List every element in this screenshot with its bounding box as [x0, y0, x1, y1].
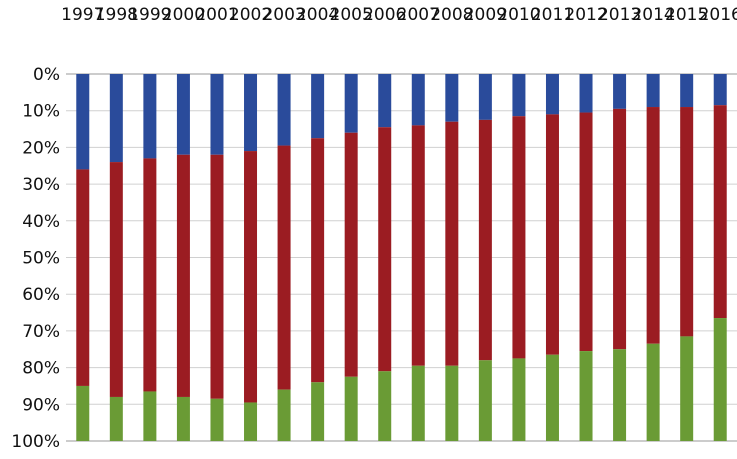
bar-segment-2012-series-1 [579, 74, 593, 113]
bar-segment-1998-series-2 [109, 162, 123, 397]
x-tick-label: 2007 [397, 5, 440, 25]
bar-segment-2001-series-2 [210, 154, 224, 399]
x-tick-label: 1999 [128, 5, 171, 25]
bar-segment-2004-series-3 [311, 382, 325, 441]
y-tick-label: 40% [22, 212, 60, 232]
bar-segment-2001-series-3 [210, 398, 224, 441]
bar-segment-2009-series-2 [478, 119, 492, 361]
bar-segment-1998-series-3 [109, 396, 123, 441]
bar-segment-2003-series-3 [277, 389, 291, 441]
x-tick-label: 2001 [195, 5, 238, 25]
x-tick-label: 2009 [464, 5, 507, 25]
x-tick-label: 2002 [229, 5, 272, 25]
bar-segment-2011-series-3 [545, 354, 559, 441]
x-tick-label: 2000 [162, 5, 205, 25]
y-tick-label: 50% [22, 249, 60, 269]
gridlines [66, 73, 737, 442]
bar-segment-2006-series-3 [378, 371, 392, 441]
y-tick-label: 80% [22, 359, 60, 379]
bars [76, 74, 727, 441]
bar-segment-2013-series-3 [613, 349, 627, 441]
bar-segment-2015-series-1 [680, 74, 694, 108]
bar-segment-2002-series-3 [244, 402, 258, 441]
bar-segment-2011-series-1 [545, 74, 559, 115]
x-tick-label: 2010 [497, 5, 540, 25]
bar-segment-2009-series-3 [478, 360, 492, 441]
y-tick-label: 60% [22, 285, 60, 305]
bar-segment-1999-series-3 [143, 391, 157, 441]
bar-segment-1998-series-1 [109, 74, 123, 163]
bar-segment-1997-series-2 [76, 169, 90, 386]
bar-segment-2005-series-1 [344, 74, 358, 133]
bar-segment-2016-series-1 [713, 74, 727, 106]
bar-segment-2006-series-1 [378, 74, 392, 128]
x-tick-label: 2012 [564, 5, 607, 25]
bar-segment-2011-series-2 [545, 114, 559, 355]
x-tick-label: 2008 [430, 5, 473, 25]
x-axis-tick-labels: 1997199819992000200120022003200420052006… [61, 5, 737, 25]
bar-segment-2000-series-2 [176, 154, 190, 397]
bar-segment-2008-series-1 [445, 74, 459, 122]
bar-segment-2008-series-2 [445, 121, 459, 366]
y-tick-label: 10% [22, 102, 60, 122]
bar-segment-1999-series-1 [143, 74, 157, 159]
y-tick-label: 30% [22, 175, 60, 195]
x-tick-label: 2011 [531, 5, 574, 25]
bar-segment-2013-series-2 [613, 108, 627, 350]
x-tick-label: 2015 [665, 5, 708, 25]
bar-segment-2012-series-2 [579, 112, 593, 352]
bar-segment-2010-series-2 [512, 116, 526, 359]
x-tick-label: 1997 [61, 5, 104, 25]
bar-segment-2014-series-1 [646, 74, 660, 108]
bar-segment-2015-series-3 [680, 336, 694, 441]
x-tick-label: 2005 [330, 5, 373, 25]
x-tick-label: 2006 [363, 5, 406, 25]
bar-segment-2016-series-3 [713, 318, 727, 441]
y-tick-label: 90% [22, 395, 60, 415]
bar-segment-2013-series-1 [613, 74, 627, 109]
bar-segment-2009-series-1 [478, 74, 492, 120]
x-tick-label: 2016 [699, 5, 737, 25]
bar-segment-2006-series-2 [378, 127, 392, 372]
y-tick-label: 70% [22, 322, 60, 342]
y-tick-label: 100% [11, 432, 60, 452]
y-axis-tick-labels: 0% 10% 20% 30% 40% 50% 60% 70% 80% 90% 100% [11, 65, 60, 452]
x-tick-label: 2004 [296, 5, 339, 25]
bar-segment-2007-series-1 [411, 74, 425, 126]
bar-segment-2007-series-2 [411, 125, 425, 366]
bar-segment-2005-series-2 [344, 132, 358, 377]
bar-segment-2002-series-2 [244, 151, 258, 403]
x-tick-label: 2003 [262, 5, 305, 25]
bar-segment-2012-series-3 [579, 351, 593, 441]
y-tick-label: 0% [33, 65, 60, 85]
bar-segment-1999-series-2 [143, 158, 157, 392]
bar-segment-2004-series-2 [311, 138, 325, 383]
bar-segment-2008-series-3 [445, 365, 459, 441]
bar-segment-2010-series-3 [512, 358, 526, 441]
bar-segment-2000-series-3 [176, 396, 190, 441]
bar-segment-2014-series-2 [646, 107, 660, 344]
x-tick-label: 2014 [631, 5, 674, 25]
bar-segment-2007-series-3 [411, 365, 425, 441]
bar-segment-2002-series-1 [244, 74, 258, 152]
bar-segment-2014-series-3 [646, 343, 660, 441]
bar-segment-2003-series-1 [277, 74, 291, 146]
bar-segment-2010-series-1 [512, 74, 526, 117]
x-tick-label: 1998 [95, 5, 138, 25]
bar-segment-2004-series-1 [311, 74, 325, 139]
bar-segment-2005-series-3 [344, 376, 358, 441]
bar-segment-2000-series-1 [176, 74, 190, 155]
bar-segment-1997-series-3 [76, 385, 90, 441]
bar-segment-2001-series-1 [210, 74, 224, 155]
bar-segment-2016-series-2 [713, 105, 727, 319]
bar-segment-1997-series-1 [76, 74, 90, 170]
y-tick-label: 20% [22, 138, 60, 158]
bar-segment-2015-series-2 [680, 107, 694, 337]
x-tick-label: 2013 [598, 5, 641, 25]
bar-segment-2003-series-2 [277, 145, 291, 390]
